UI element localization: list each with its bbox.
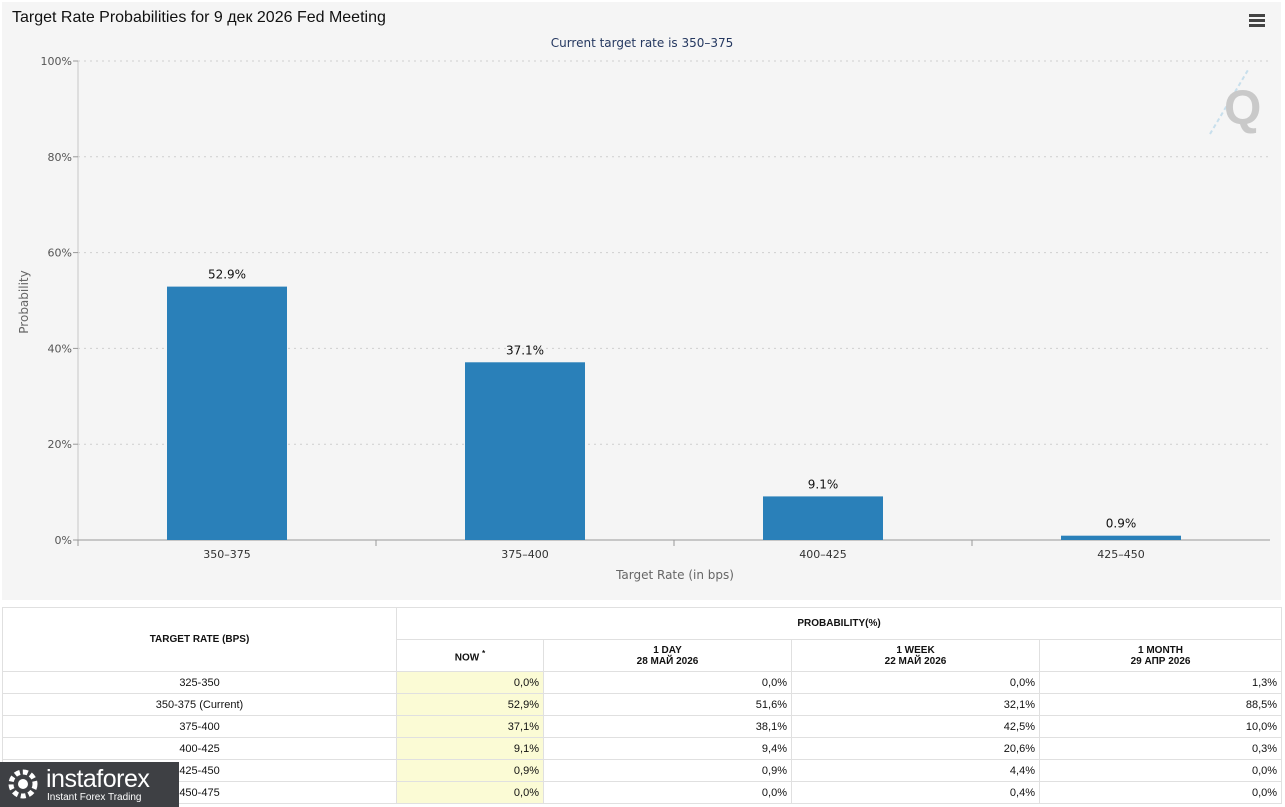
rate-cell: 350-375 (Current) (2, 693, 397, 716)
bar (167, 286, 287, 540)
y-tick-label: 80% (48, 151, 72, 164)
month-cell: 10,0% (1038, 715, 1283, 738)
y-tick-label: 60% (48, 247, 72, 260)
y-tick-label: 100% (41, 55, 72, 68)
month-cell: 0,0% (1038, 781, 1283, 804)
week-cell: 32,1% (791, 693, 1040, 716)
day-cell: 9,4% (543, 737, 792, 760)
instaforex-logo: instaforex Instant Forex Trading (0, 762, 179, 807)
now-cell: 37,1% (396, 715, 544, 738)
q-logo-icon: Q (1209, 69, 1261, 135)
logo-name: instaforex (46, 765, 150, 793)
rate-cell: 400-425 (2, 737, 397, 760)
day-cell: 51,6% (543, 693, 792, 716)
day-cell: 0,0% (543, 671, 792, 694)
data-label: 9.1% (808, 477, 839, 491)
data-label: 52.9% (208, 268, 246, 282)
probability-header: PROBABILITY(%) (395, 607, 1283, 640)
week-cell: 4,4% (791, 759, 1040, 782)
page-title: Target Rate Probabilities for 9 дек 2026… (12, 9, 386, 26)
now-cell: 0,0% (396, 671, 544, 694)
table-row: 450-475 0,0% 0,0% 0,4% 0,0% (2, 781, 1283, 804)
week-cell: 0,0% (791, 671, 1040, 694)
month-cell: 0,3% (1038, 737, 1283, 760)
hamburger-menu-icon[interactable] (1249, 14, 1265, 28)
bar (1061, 535, 1181, 540)
day-cell: 0,0% (543, 781, 792, 804)
target-rate-header: TARGET RATE (BPS) (2, 607, 397, 672)
logo-tagline: Instant Forex Trading (47, 792, 142, 803)
rate-cell: 375-400 (2, 715, 397, 738)
bar (465, 362, 585, 540)
one-week-header: 1 WEEK 22 МАЙ 2026 (791, 639, 1040, 672)
bar-chart: Q Current target rate is 350–375 Probabi… (17, 36, 1270, 582)
x-tick-label: 350–375 (203, 548, 251, 561)
y-axis-title: Probability (17, 270, 31, 333)
x-tick-label: 425–450 (1097, 548, 1145, 561)
one-day-header: 1 DAY 28 МАЙ 2026 (543, 639, 792, 672)
day-cell: 38,1% (543, 715, 792, 738)
rate-cell: 325-350 (2, 671, 397, 694)
now-header: NOW * (396, 639, 544, 672)
probability-table: TARGET RATE (BPS) PROBABILITY(%) NOW * 1… (2, 607, 1283, 804)
month-cell: 1,3% (1038, 671, 1283, 694)
table-row: 325-350 0,0% 0,0% 0,0% 1,3% (2, 671, 1283, 694)
week-cell: 0,4% (791, 781, 1040, 804)
now-cell: 52,9% (396, 693, 544, 716)
table-row: 425-450 0,9% 0,9% 4,4% 0,0% (2, 759, 1283, 782)
y-tick-label: 40% (48, 342, 72, 355)
bar (763, 496, 883, 540)
data-label: 37.1% (506, 343, 544, 357)
x-tick-label: 400–425 (799, 548, 847, 561)
y-tick-label: 0% (55, 534, 72, 547)
table-row: 400-425 9,1% 9,4% 20,6% 0,3% (2, 737, 1283, 760)
table-row: 350-375 (Current) 52,9% 51,6% 32,1% 88,5% (2, 693, 1283, 716)
x-tick-label: 375–400 (501, 548, 549, 561)
table-row: 375-400 37,1% 38,1% 42,5% 10,0% (2, 715, 1283, 738)
now-cell: 9,1% (396, 737, 544, 760)
data-label: 0.9% (1106, 517, 1137, 531)
week-cell: 42,5% (791, 715, 1040, 738)
chart-subtitle: Current target rate is 350–375 (551, 36, 734, 50)
x-axis-title: Target Rate (in bps) (615, 568, 734, 582)
now-cell: 0,0% (396, 781, 544, 804)
now-cell: 0,9% (396, 759, 544, 782)
gear-logo-icon (8, 769, 38, 799)
svg-text:Q: Q (1224, 82, 1261, 135)
month-cell: 88,5% (1038, 693, 1283, 716)
y-tick-label: 20% (48, 438, 72, 451)
chart-panel: Q Current target rate is 350–375 Probabi… (2, 2, 1281, 600)
day-cell: 0,9% (543, 759, 792, 782)
one-month-header: 1 MONTH 29 АПР 2026 (1038, 639, 1283, 672)
month-cell: 0,0% (1038, 759, 1283, 782)
week-cell: 20,6% (791, 737, 1040, 760)
